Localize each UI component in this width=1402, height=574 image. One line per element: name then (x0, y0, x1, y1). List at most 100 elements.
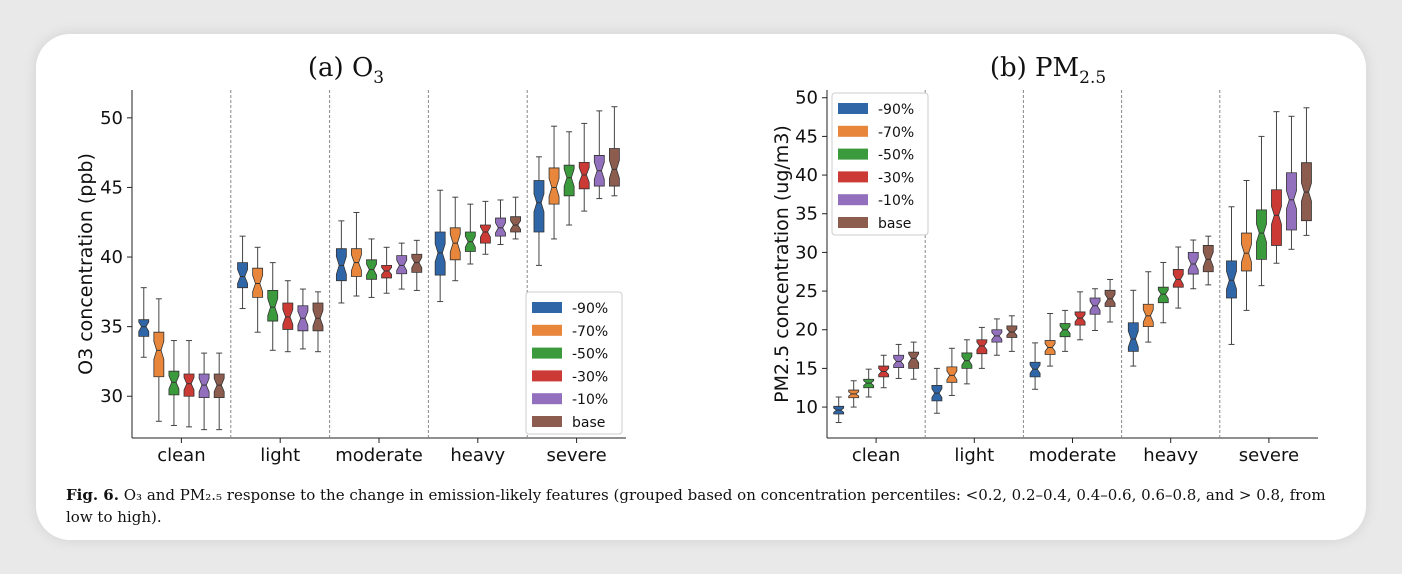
legend-swatch (532, 393, 562, 405)
x-tick-label: moderate (335, 445, 423, 466)
box-m90pct (335, 248, 347, 282)
box-m50pct (168, 370, 180, 396)
box-m30pct (183, 373, 195, 397)
box-m90pct (1127, 322, 1139, 352)
legend-label: base (878, 216, 911, 232)
legend-swatch (838, 125, 868, 137)
legend: -90% -70% -50% -30% -10% base (525, 291, 623, 435)
legend-label: -50% (572, 347, 608, 363)
legend-swatch (532, 324, 562, 336)
legend-label: -30% (878, 170, 914, 186)
legend-swatch (532, 370, 562, 382)
box-m70pct (252, 267, 264, 298)
box-m30pct (381, 264, 393, 279)
y-tick-label: 50 (795, 88, 818, 109)
legend-label: -10% (572, 392, 608, 408)
box-m50pct (1157, 286, 1169, 304)
box-m10pct (396, 255, 408, 275)
legend-label: -90% (572, 301, 608, 317)
legend-swatch (838, 103, 868, 114)
box-m70pct (153, 331, 165, 378)
y-tick-label: 30 (795, 242, 818, 263)
figure-caption: Fig. 6. O₃ and PM₂.₅ response to the cha… (66, 484, 1336, 528)
box-base (213, 373, 225, 399)
y-tick-label: 50 (100, 108, 123, 129)
x-tick-label: heavy (450, 445, 505, 466)
legend-swatch (532, 416, 562, 427)
box-m90pct (533, 180, 545, 233)
box-m90pct (138, 319, 150, 337)
panel-title: (b) PM2.5 (990, 53, 1106, 88)
legend-swatch (532, 347, 562, 359)
y-tick-label: 45 (100, 177, 123, 198)
box-m70pct (946, 366, 958, 383)
box-m50pct (563, 164, 575, 197)
legend-label: -30% (572, 369, 608, 385)
y-tick-label: 45 (795, 126, 818, 147)
y-tick-label: 15 (795, 358, 818, 379)
box-m70pct (548, 167, 560, 205)
y-tick-label: 10 (795, 397, 818, 418)
legend-swatch (532, 302, 562, 313)
box-m10pct (198, 373, 210, 399)
box-base (608, 148, 620, 187)
y-axis-label: PM2.5 concentration (ug/m3) (771, 125, 793, 403)
figure-card: (a) O3 30 35 40 45 50 O3 concentration (ppb) cl… (36, 34, 1366, 540)
legend-label: -70% (878, 125, 914, 141)
x-tick-label: moderate (1029, 445, 1117, 466)
legend-label: -10% (878, 193, 914, 209)
panel-o3: (a) O3 30 35 40 45 50 O3 concentration (ppb) cl… (75, 53, 626, 466)
y-tick-label: 35 (795, 204, 818, 225)
box-m30pct (578, 161, 590, 190)
y-tick-label: 40 (795, 165, 818, 186)
box-m30pct (1172, 269, 1184, 288)
box-m50pct (1256, 209, 1267, 260)
legend-label: base (572, 415, 605, 431)
box-base (1202, 245, 1214, 273)
legend-label: -90% (878, 102, 914, 118)
x-tick-label: clean (157, 445, 205, 466)
x-tick-label: light (260, 445, 300, 466)
box-m50pct (267, 290, 279, 322)
y-tick-label: 35 (100, 317, 123, 338)
x-tick-label: clean (852, 445, 900, 466)
y-tick-label: 30 (100, 386, 123, 407)
x-tick-label: heavy (1143, 445, 1198, 466)
figure-canvas: (a) O3 30 35 40 45 50 O3 concentration (ppb) cl… (75, 53, 1318, 466)
panel-title-subscript: 3 (373, 68, 384, 88)
panel-title-subscript: 2.5 (1079, 68, 1106, 88)
box-m70pct (1241, 232, 1252, 272)
box-m90pct (237, 262, 248, 289)
box-base (411, 253, 423, 273)
panel-title: (a) O3 (308, 53, 384, 88)
box-m90pct (1226, 260, 1237, 299)
legend-swatch (838, 217, 868, 228)
box-m70pct (449, 227, 461, 261)
legend-swatch (838, 194, 868, 206)
legend-swatch (838, 148, 868, 160)
y-tick-label: 20 (795, 320, 818, 341)
box-base (510, 216, 521, 233)
y-tick-label: 40 (100, 247, 123, 268)
legend: -90% -70% -50% -30% -10% base (831, 92, 929, 236)
caption-label: Fig. 6. (66, 486, 119, 504)
box-m30pct (976, 339, 988, 355)
box-m10pct (1187, 252, 1199, 275)
box-base (312, 302, 324, 332)
x-tick-label: severe (546, 445, 606, 466)
box-base (908, 351, 920, 369)
x-tick-label: severe (1239, 445, 1299, 466)
box-m10pct (495, 217, 506, 237)
legend-label: -70% (572, 324, 608, 340)
box-m30pct (1271, 189, 1282, 246)
y-tick-label: 25 (795, 281, 818, 302)
legend-label: -50% (878, 148, 914, 164)
x-tick-label: light (954, 445, 994, 466)
box-m10pct (1286, 172, 1297, 231)
box-m30pct (282, 302, 294, 330)
box-m90pct (434, 231, 446, 276)
y-axis-label: O3 concentration (ppb) (75, 153, 97, 375)
box-m30pct (480, 224, 491, 244)
legend-swatch (838, 171, 868, 183)
